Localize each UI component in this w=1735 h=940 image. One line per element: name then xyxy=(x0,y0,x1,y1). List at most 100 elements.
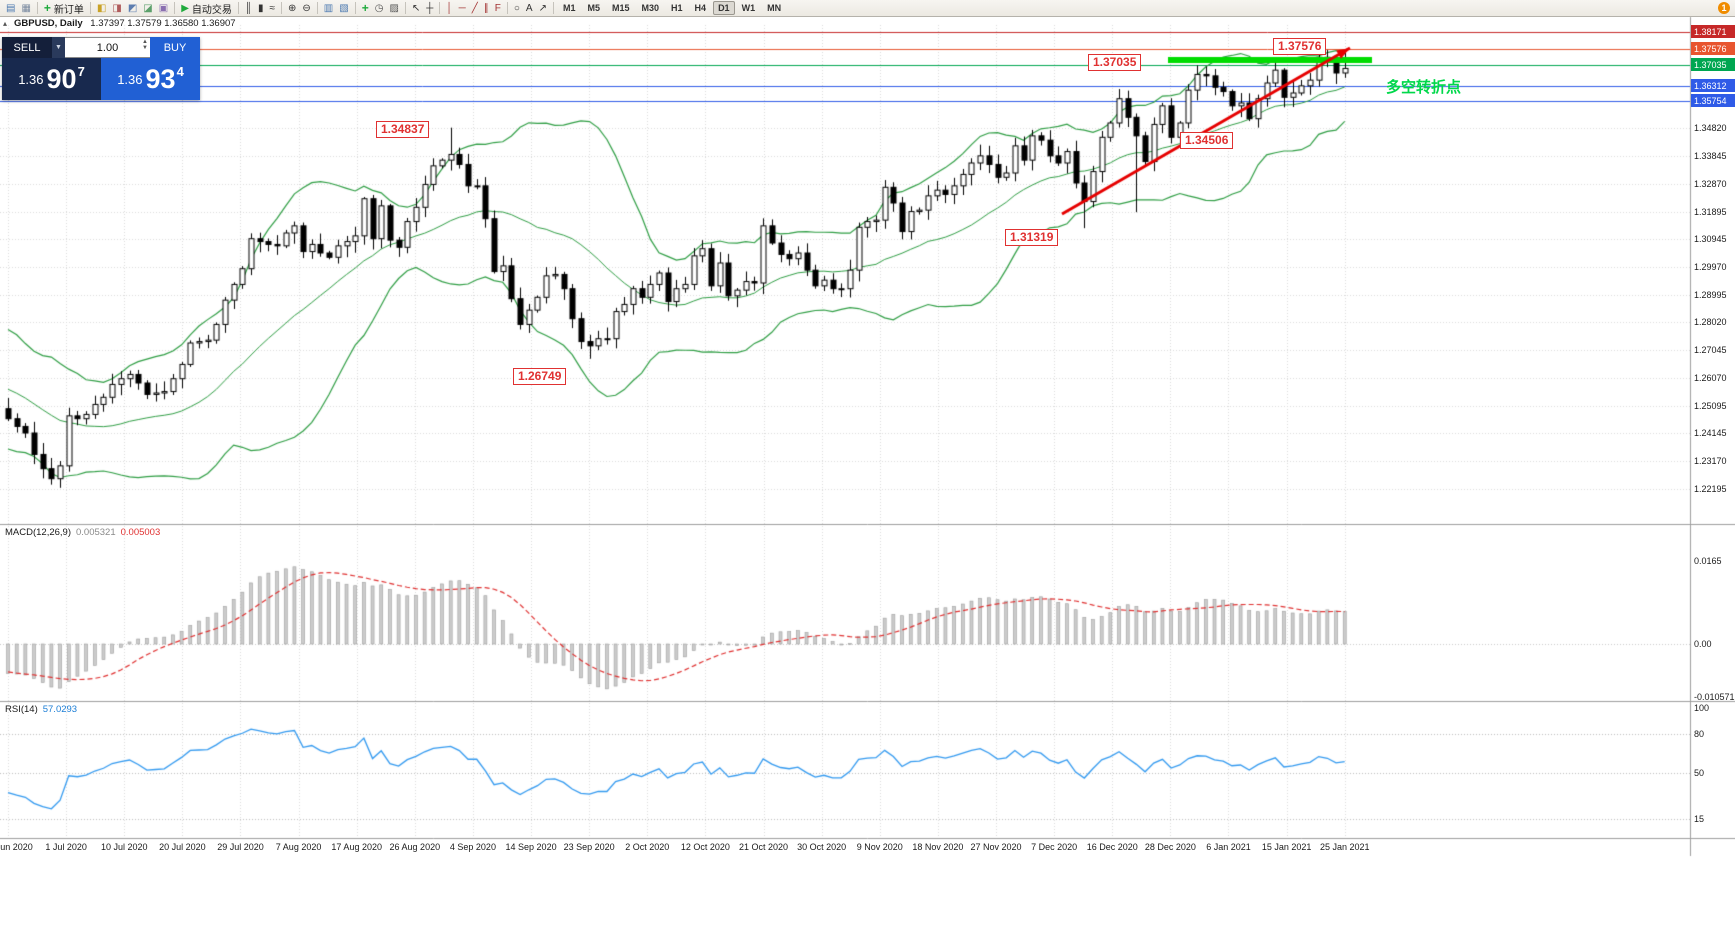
vertical-line-icon[interactable]: │ xyxy=(446,2,453,14)
sell-button[interactable]: SELL xyxy=(2,37,52,58)
chart-title: GBPUSD, Daily 1.37397 1.37579 1.36580 1.… xyxy=(14,18,236,29)
price-line-tag: 1.35754 xyxy=(1691,94,1735,108)
price-axis-label: 1.29970 xyxy=(1694,261,1727,272)
templates-icon[interactable]: ▨ xyxy=(389,2,399,14)
price-axis-label: 1.28020 xyxy=(1694,317,1727,328)
timeframe-m15[interactable]: M15 xyxy=(612,3,630,13)
trendline-icon[interactable]: ╱ xyxy=(471,2,478,14)
timeframe-bar: M1 M5 M15 M30 H1 H4 D1 W1 MN xyxy=(557,0,787,16)
periods-icon[interactable]: ◷ xyxy=(374,2,384,14)
spinner-down-icon[interactable]: ▼ xyxy=(142,45,148,51)
chart-symbol-period: GBPUSD, Daily xyxy=(14,18,83,29)
cascade-windows-icon[interactable]: ▧ xyxy=(339,2,349,14)
rsi-axis-label: 50 xyxy=(1694,768,1705,778)
buy-price[interactable]: 1.36 93 4 xyxy=(101,58,200,100)
trade-panel-prices: 1.36 90 7 1.36 93 4 xyxy=(2,58,200,100)
date-axis-label: 1 Jul 2020 xyxy=(45,842,87,852)
volume-spinner[interactable]: ▲ ▼ xyxy=(142,39,148,51)
macd-signal-value: 0.005003 xyxy=(120,527,161,538)
sell-price-big: 1.36 xyxy=(18,71,44,87)
bars-chart-icon[interactable]: ║ xyxy=(244,2,252,14)
price-axis-label: 1.25095 xyxy=(1694,401,1727,411)
rsi-axis-label: 80 xyxy=(1694,729,1705,739)
timeframe-m30[interactable]: M30 xyxy=(641,3,660,13)
order-type-dropdown-icon[interactable]: ▼ xyxy=(52,37,65,58)
rsi-name: RSI(14) xyxy=(5,704,38,715)
toolbar-separator xyxy=(36,2,38,14)
autotrade-button[interactable]: ▶ 自动交易 xyxy=(181,2,232,16)
macd-name: MACD(12,26,9) xyxy=(5,527,71,538)
toolbar-separator xyxy=(404,2,406,14)
market-watch-icon[interactable]: ◧ xyxy=(96,2,107,14)
toolbar-separator xyxy=(174,2,176,14)
price-axis-label: 1.22195 xyxy=(1694,483,1727,494)
date-axis-label: 12 Oct 2020 xyxy=(680,842,730,852)
rsi-axis-label: 15 xyxy=(1694,813,1705,824)
new-order-button[interactable]: + 新订单 xyxy=(43,0,84,16)
date-axis-label: 6 Jan 2021 xyxy=(1206,842,1251,852)
timeframe-h1[interactable]: H1 xyxy=(671,3,683,13)
timeframe-m5[interactable]: M5 xyxy=(587,3,600,13)
price-axis-label: 1.23170 xyxy=(1694,456,1727,466)
tile-windows-icon[interactable]: ▥ xyxy=(323,2,334,14)
navigator-icon[interactable]: ◩ xyxy=(127,2,138,14)
toolbar-separator xyxy=(506,2,508,14)
timeframe-mn[interactable]: MN xyxy=(767,3,782,13)
line-chart-icon[interactable]: ≈ xyxy=(269,2,276,14)
date-axis-label: 30 Oct 2020 xyxy=(797,842,847,852)
zoom-in-icon[interactable]: ⊕ xyxy=(288,2,297,14)
crosshair-icon[interactable]: ┼ xyxy=(426,2,434,14)
timeframe-h4[interactable]: H4 xyxy=(694,3,707,13)
date-axis-label: 20 Jul 2020 xyxy=(159,842,206,852)
sell-price-sup: 7 xyxy=(77,63,85,79)
channel-icon[interactable]: ∥ xyxy=(483,2,489,14)
price-axis-label: 1.34820 xyxy=(1694,123,1727,134)
rsi-header: RSI(14) 57.0293 xyxy=(5,704,77,715)
text-icon[interactable]: A xyxy=(525,2,533,14)
timeframe-d1[interactable]: D1 xyxy=(713,1,735,15)
fibonacci-icon[interactable]: F xyxy=(494,2,501,14)
data-window-icon[interactable]: ◨ xyxy=(112,2,122,14)
toolbar-items: ▤ ▦ + 新订单 ◧ ◨ ◩ ◪ ▣ ▶ 自动交易 ║ ▮ ≈ ⊕ ⊖ ▥ ▧ + ◷ ▨ ↖ ┼ │ ─ ╱ ∥ F ○ A ↗ xyxy=(3,0,550,16)
price-axis[interactable]: 1.34820 1.33845 1.32870 1.31895 1.30945 1.299… xyxy=(1691,17,1735,857)
volume-input[interactable]: 1.00 ▲ ▼ xyxy=(65,37,150,58)
timeframe-w1[interactable]: W1 xyxy=(741,3,756,13)
macd-axis-label: -0.010571 xyxy=(1694,692,1735,703)
date-axis-label: 2 Oct 2020 xyxy=(625,842,670,852)
chart-collapse-icon[interactable]: ▴ xyxy=(3,19,8,28)
price-axis-label: 1.24145 xyxy=(1694,428,1727,439)
timeframe-m1[interactable]: M1 xyxy=(562,3,576,13)
price-axis-label: 1.28995 xyxy=(1694,289,1727,300)
toolbar-separator xyxy=(439,2,441,14)
sell-price[interactable]: 1.36 90 7 xyxy=(2,58,101,100)
buy-button[interactable]: BUY xyxy=(150,37,200,58)
trade-panel-controls: SELL ▼ 1.00 ▲ ▼ BUY xyxy=(2,37,200,58)
one-click-trading-panel: SELL ▼ 1.00 ▲ ▼ BUY 1.36 90 7 1.36 93 4 xyxy=(2,37,200,100)
date-axis[interactable]: 22 Jun 2020 1 Jul 2020 10 Jul 2020 20 Jul 2… xyxy=(0,838,1692,856)
arrow-tool-icon[interactable]: ↗ xyxy=(538,2,547,14)
date-axis-label: 27 Nov 2020 xyxy=(970,842,1022,852)
profiles-icon[interactable]: ▦ xyxy=(21,2,31,14)
price-line-tag: 1.37576 xyxy=(1691,42,1735,56)
candles-chart-icon[interactable]: ▮ xyxy=(257,2,264,14)
shapes-icon[interactable]: ○ xyxy=(513,2,520,14)
macd-main-value: 0.005321 xyxy=(76,527,116,538)
toolbar-separator xyxy=(354,2,356,14)
zoom-out-icon[interactable]: ⊖ xyxy=(302,2,311,14)
date-axis-label: 9 Nov 2020 xyxy=(856,842,903,852)
terminal-icon[interactable]: ◪ xyxy=(143,2,153,14)
horizontal-line-icon[interactable]: ─ xyxy=(458,2,466,14)
new-chart-icon[interactable]: ▤ xyxy=(6,2,16,14)
date-axis-label: 25 Jan 2021 xyxy=(1319,842,1370,852)
buy-price-large: 93 xyxy=(145,63,176,94)
date-axis-label: 4 Sep 2020 xyxy=(449,842,496,852)
cursor-icon[interactable]: ↖ xyxy=(411,2,421,14)
date-axis-label: 14 Sep 2020 xyxy=(505,842,557,852)
volume-value: 1.00 xyxy=(96,41,119,54)
spinner-up-icon[interactable]: ▲ xyxy=(142,39,148,45)
strategy-tester-icon[interactable]: ▣ xyxy=(158,2,169,14)
notification-icon[interactable]: 1 xyxy=(1718,2,1730,14)
indicators-icon[interactable]: + xyxy=(361,0,369,15)
